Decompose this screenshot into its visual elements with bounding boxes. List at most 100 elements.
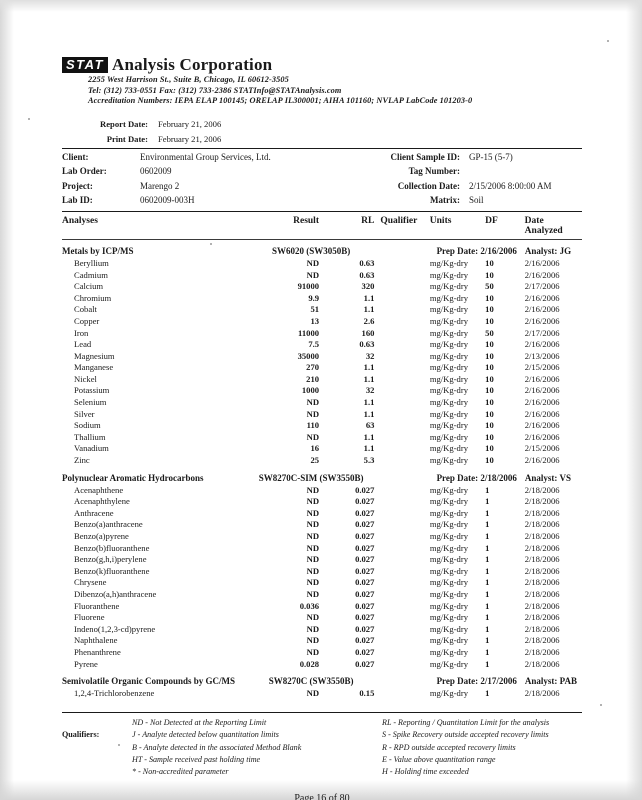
- analyte-df: 1: [485, 612, 490, 623]
- report-date-value: February 21, 2006: [158, 119, 222, 129]
- analyte-rl: 0.027: [355, 565, 375, 576]
- analyte-name: Indeno(1,2,3-cd)pyrene: [74, 623, 156, 634]
- analyte-units: mg/Kg-dry: [429, 304, 469, 315]
- analyte-qualifier: [380, 328, 429, 340]
- analyte-df: 1: [485, 484, 490, 495]
- analyte-df: 10: [485, 420, 494, 431]
- analyte-name: Nickel: [74, 373, 97, 384]
- analyte-qualifier: [380, 635, 429, 647]
- stat-logo: STAT: [62, 57, 109, 73]
- analyte-qualifier: [380, 647, 429, 659]
- analyte-date-analyzed: 2/18/2006: [524, 635, 560, 646]
- analyte-name: Phenanthrene: [74, 646, 121, 657]
- analyte-result: ND: [306, 484, 320, 495]
- matrix-label: Matrix:: [430, 194, 460, 205]
- analyte-name: Silver: [74, 408, 95, 419]
- analyte-row: Nickel 210 1.1 mg/Kg-dry 10 2/16/2006: [62, 374, 582, 386]
- analyte-name: Iron: [74, 327, 89, 338]
- analyte-rl: 0.63: [359, 339, 375, 350]
- analyte-result: 110: [306, 420, 320, 431]
- analyte-name: Pyrene: [74, 658, 98, 669]
- analyte-rl: 0.027: [355, 577, 375, 588]
- lab-order-value: 0602009: [140, 166, 172, 177]
- scan-edge-top: [0, 0, 642, 12]
- analyte-units: mg/Kg-dry: [429, 327, 469, 338]
- analyte-date-analyzed: 2/18/2006: [524, 531, 560, 541]
- analyte-date-analyzed: 2/16/2006: [524, 431, 560, 442]
- analyte-df: 1: [485, 646, 490, 657]
- analyte-row: Magnesium 35000 32 mg/Kg-dry 10 2/13/2006: [62, 351, 582, 363]
- analyte-qualifier: [380, 688, 429, 700]
- analyte-units: mg/Kg-dry: [429, 612, 469, 623]
- analyte-result: ND: [306, 646, 320, 657]
- analyte-result: ND: [306, 408, 320, 419]
- analyte-result: ND: [306, 623, 320, 634]
- analyte-row: Indeno(1,2,3-cd)pyrene ND 0.027 mg/Kg-dry 1 2…: [62, 624, 582, 636]
- analyte-date-analyzed: 2/18/2006: [524, 507, 560, 518]
- qualifiers-column-right: RL - Reporting / Quantitation Limit for …: [382, 717, 582, 779]
- analyte-row: Benzo(a)anthracene ND 0.027 mg/Kg-dry 1 2/18/…: [62, 519, 582, 531]
- analyte-qualifier: [380, 420, 429, 432]
- qualifier-definition: HT - Sample received past holding time: [132, 754, 261, 764]
- analyte-name: Benzo(a)anthracene: [74, 519, 143, 530]
- scan-edge-right: [626, 0, 642, 800]
- analyte-name: Vanadium: [74, 443, 109, 454]
- analyte-date-analyzed: 2/17/2006: [524, 281, 560, 292]
- analyte-rl: 0.027: [355, 600, 375, 611]
- analyte-date-analyzed: 2/16/2006: [524, 315, 560, 326]
- analyte-units: mg/Kg-dry: [429, 257, 469, 268]
- report-date-row: Report Date: February 21, 2006: [62, 119, 582, 131]
- analyte-qualifier: [380, 508, 429, 520]
- analyte-row: Pyrene 0.028 0.027 mg/Kg-dry 1 2/18/2006: [62, 659, 582, 671]
- analyte-qualifier: [380, 566, 429, 578]
- analyte-df: 1: [485, 623, 490, 634]
- divider-below-info: [62, 210, 582, 212]
- lab-id-label: Lab ID:: [62, 194, 93, 205]
- analyte-df: 1: [485, 542, 490, 553]
- tag-number-value: [469, 166, 582, 177]
- analyte-row: Chrysene ND 0.027 mg/Kg-dry 1 2/18/2006: [62, 577, 582, 589]
- analyte-qualifier: [380, 304, 429, 316]
- analyte-units: mg/Kg-dry: [429, 420, 469, 431]
- analyte-df: 10: [485, 431, 494, 442]
- analyte-units: mg/Kg-dry: [429, 577, 469, 588]
- qualifier-definition: R - RPD outside accepted recovery limits: [382, 742, 516, 752]
- analyte-units: mg/Kg-dry: [429, 531, 469, 541]
- analyte-rl: 1.1: [363, 443, 375, 454]
- collection-date-value: 2/15/2006 8:00:00 AM: [469, 180, 552, 191]
- analyte-name: Chromium: [74, 292, 112, 303]
- report-date-label: Report Date:: [100, 119, 148, 129]
- analyte-result: ND: [306, 496, 320, 507]
- analyte-row: Silver ND 1.1 mg/Kg-dry 10 2/16/2006: [62, 409, 582, 421]
- client-sample-id-value: GP-15 (5-7): [469, 152, 513, 163]
- analyte-units: mg/Kg-dry: [429, 350, 469, 361]
- analyte-date-analyzed: 2/16/2006: [524, 292, 560, 303]
- analyte-row: Phenanthrene ND 0.027 mg/Kg-dry 1 2/18/2006: [62, 647, 582, 659]
- analyte-units: mg/Kg-dry: [429, 362, 469, 373]
- analyte-name: Copper: [74, 315, 100, 326]
- analyte-name: Calcium: [74, 281, 104, 292]
- analyte-rl: 0.027: [355, 542, 375, 553]
- analyte-date-analyzed: 2/18/2006: [524, 623, 560, 634]
- project-value: Marengo 2: [140, 180, 180, 191]
- analyte-df: 10: [485, 304, 494, 315]
- analyte-result: 13: [310, 315, 320, 326]
- analyte-rl: 0.027: [355, 658, 375, 669]
- analyte-date-analyzed: 2/18/2006: [524, 658, 560, 669]
- analyte-units: mg/Kg-dry: [429, 315, 469, 326]
- collection-date-row: Collection Date: 2/15/2006 8:00:00 AM: [348, 181, 582, 192]
- results-groups: Metals by ICP/MS SW6020 (SW3050B) Prep Dat…: [62, 240, 582, 700]
- analyte-result: ND: [306, 588, 320, 599]
- group-analyst: Analyst: JG: [524, 245, 572, 256]
- print-date-value: February 21, 2006: [158, 133, 222, 144]
- analyte-df: 10: [485, 385, 494, 396]
- analyte-rl: 0.63: [359, 257, 375, 268]
- analyte-df: 1: [485, 565, 490, 576]
- analyte-qualifier: [380, 485, 429, 497]
- analyte-rl: 2.6: [363, 315, 375, 326]
- analyte-qualifier: [380, 443, 429, 455]
- analyte-units: mg/Kg-dry: [429, 269, 469, 280]
- analyte-result: ND: [306, 688, 320, 699]
- analyte-date-analyzed: 2/17/2006: [524, 327, 560, 338]
- divider-top: [62, 148, 582, 150]
